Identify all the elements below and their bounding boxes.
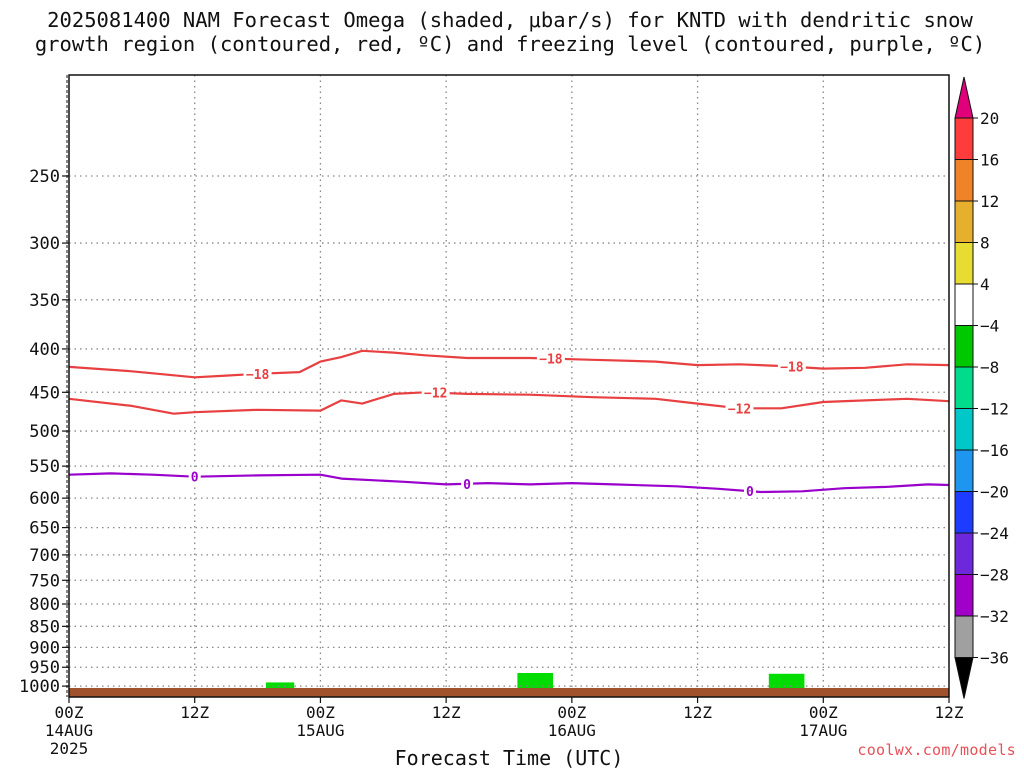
contour-label: 0 xyxy=(191,471,199,486)
x-tick-label: 00Z xyxy=(557,703,586,722)
colorbar-top-extension xyxy=(954,76,974,119)
colorbar-band xyxy=(954,242,974,285)
contour-label: −12 xyxy=(424,387,447,402)
y-tick-label: 800 xyxy=(29,595,60,615)
contour-line xyxy=(68,391,950,415)
colorbar-label: 20 xyxy=(980,109,999,128)
grid-layer xyxy=(69,75,949,697)
contour-label-background xyxy=(461,476,474,491)
x-tick-label: 12Z xyxy=(935,703,964,722)
y-tick-label: 500 xyxy=(29,422,60,442)
y-tick-label: 950 xyxy=(29,658,60,678)
contour-label: −18 xyxy=(780,361,804,376)
chart-title-line-1: 2025081400 NAM Forecast Omega (shaded, μ… xyxy=(47,8,973,32)
y-tick-label: 1000 xyxy=(19,677,60,697)
x-tick-label: 12Z xyxy=(432,703,461,722)
x-tick-date-label: 17AUG xyxy=(799,721,847,740)
contour-label-background xyxy=(725,401,754,416)
x-tick-label: 12Z xyxy=(683,703,712,722)
omega-shaded-patch xyxy=(768,673,805,690)
y-tick-label: 900 xyxy=(29,638,60,658)
colorbar-label: −32 xyxy=(980,607,1009,626)
colorbar-label: −4 xyxy=(980,317,999,336)
colorbar-label: −16 xyxy=(980,441,1009,460)
colorbar-band xyxy=(954,574,974,617)
y-tick-label: 600 xyxy=(29,489,60,509)
contour-label-background xyxy=(243,366,272,381)
contour-label: −18 xyxy=(539,353,563,368)
colorbar-label: −28 xyxy=(980,566,1009,585)
omega-shaded-patch xyxy=(265,682,295,690)
colorbar-label: −20 xyxy=(980,483,1009,502)
x-tick-label: 00Z xyxy=(809,703,838,722)
colorbar-label: −12 xyxy=(980,400,1009,419)
colorbar-label: 4 xyxy=(980,275,990,294)
colorbar-band xyxy=(954,366,974,409)
y-tick-label: 250 xyxy=(29,167,60,187)
y-tick-label: 400 xyxy=(29,340,60,360)
colorbar-band xyxy=(954,408,974,451)
x-tick-label: 12Z xyxy=(180,703,209,722)
surface-terrain xyxy=(69,687,949,697)
colorbar-label: −24 xyxy=(980,524,1009,543)
colorbar-band xyxy=(954,117,974,160)
colorbar-band xyxy=(954,449,974,492)
colorbar-band xyxy=(954,200,974,243)
contour-label-background xyxy=(777,359,806,374)
y-tick-label: 550 xyxy=(29,457,60,477)
colorbar: 20 16 12 8 4 −4 −8 −12 −16 −20 −24 −28 −32 −36 xyxy=(954,76,1009,699)
colorbar-label: 16 xyxy=(980,151,999,170)
colorbar-band xyxy=(954,491,974,534)
contour-label: −12 xyxy=(728,402,751,417)
omega-shaded-patch xyxy=(517,673,553,690)
chart-title: 2025081400 NAM Forecast Omega (shaded, μ… xyxy=(0,8,1020,56)
colorbar-band xyxy=(954,283,974,326)
y-tick-label: 350 xyxy=(29,291,60,311)
contour-line xyxy=(68,349,950,379)
omega-shading-layer xyxy=(265,673,805,690)
contour-label: 0 xyxy=(463,478,471,493)
contour-layer: −18 −18 −18 −12 −12 0 0 0 xyxy=(68,349,950,500)
colorbar-band xyxy=(954,159,974,202)
x-axis-label: Forecast Time (UTC) xyxy=(395,746,624,768)
contour-label-background xyxy=(188,469,201,484)
y-tick-label: 650 xyxy=(29,519,60,539)
y-tick-label: 300 xyxy=(29,234,60,254)
contour-line xyxy=(68,472,950,494)
y-tick-label: 850 xyxy=(29,617,60,637)
colorbar-band xyxy=(954,325,974,368)
contour-label: 0 xyxy=(746,485,754,500)
colorbar-band xyxy=(954,532,974,575)
colorbar-label: 12 xyxy=(980,192,999,211)
colorbar-label: 8 xyxy=(980,234,990,253)
contour-label-background xyxy=(421,385,450,400)
plot-frame xyxy=(68,74,950,698)
y-tick-label: 450 xyxy=(29,383,60,403)
contour-label-background xyxy=(743,484,756,499)
y-tick-label: 700 xyxy=(29,546,60,566)
x-tick-label: 00Z xyxy=(55,703,84,722)
colorbar-label: −8 xyxy=(980,358,999,377)
x-tick-year-label: 2025 xyxy=(50,739,89,758)
y-tick-label: 750 xyxy=(29,571,60,591)
x-tick-label: 00Z xyxy=(306,703,335,722)
surface-layer xyxy=(69,687,949,697)
colorbar-label: −36 xyxy=(980,649,1009,668)
x-tick-date-label: 14AUG xyxy=(45,721,93,740)
watermark: coolwx.com/models xyxy=(857,741,1016,759)
colorbar-bottom-extension xyxy=(954,657,974,699)
contour-label-background xyxy=(536,351,565,366)
colorbar-band xyxy=(954,615,974,658)
x-tick-date-label: 15AUG xyxy=(296,721,344,740)
x-tick-date-label: 16AUG xyxy=(548,721,596,740)
axes-layer: 2503003504004505005506006507007508008509… xyxy=(19,74,964,758)
chart-title-line-2: growth region (contoured, red, ºC) and f… xyxy=(34,32,986,56)
contour-label: −18 xyxy=(246,368,270,383)
